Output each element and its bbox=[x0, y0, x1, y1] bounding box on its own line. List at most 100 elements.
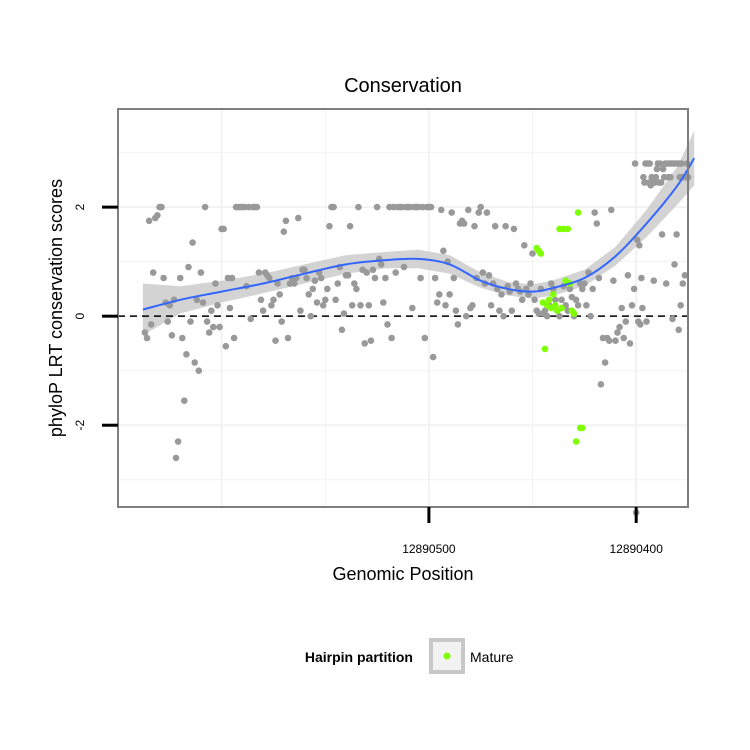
data-point bbox=[589, 285, 596, 293]
data-point bbox=[543, 312, 551, 320]
data-point bbox=[525, 291, 532, 298]
data-point bbox=[282, 217, 290, 225]
data-point bbox=[587, 312, 594, 320]
legend-label-mature: Mature bbox=[470, 649, 514, 665]
data-point bbox=[547, 280, 555, 287]
data-point bbox=[210, 323, 217, 331]
data-point bbox=[272, 337, 279, 345]
data-point bbox=[601, 359, 609, 366]
data-point bbox=[498, 291, 505, 298]
data-point bbox=[290, 280, 298, 287]
data-point bbox=[491, 222, 499, 230]
y-axis: -2 0 2 bbox=[73, 203, 118, 431]
data-point bbox=[388, 334, 395, 342]
data-point bbox=[477, 203, 485, 211]
data-point-mature bbox=[570, 310, 578, 317]
data-point bbox=[326, 222, 333, 230]
data-point bbox=[332, 296, 339, 304]
data-point bbox=[462, 312, 470, 320]
data-point bbox=[518, 296, 526, 304]
data-point bbox=[400, 263, 408, 271]
data-point bbox=[353, 285, 360, 293]
data-point bbox=[605, 337, 613, 345]
data-point-mature bbox=[558, 304, 565, 312]
data-point bbox=[527, 280, 534, 287]
data-point bbox=[301, 266, 308, 274]
data-point bbox=[174, 438, 182, 445]
data-point bbox=[228, 274, 236, 282]
data-point bbox=[622, 318, 630, 325]
data-point bbox=[340, 310, 348, 317]
data-point bbox=[266, 274, 273, 282]
data-point bbox=[183, 351, 190, 358]
data-point-mature bbox=[552, 302, 559, 309]
data-point bbox=[313, 299, 321, 306]
data-point bbox=[168, 332, 176, 339]
data-point bbox=[160, 274, 167, 282]
data-point bbox=[185, 263, 192, 271]
data-point bbox=[500, 312, 507, 320]
data-point bbox=[176, 274, 184, 282]
data-point-mature bbox=[541, 345, 549, 353]
data-point bbox=[278, 318, 286, 325]
x-tick-label: 12890400 bbox=[609, 542, 663, 556]
data-point bbox=[203, 318, 211, 325]
data-point bbox=[529, 250, 536, 257]
data-point bbox=[309, 285, 317, 293]
panel-border bbox=[117, 108, 689, 508]
data-point bbox=[643, 318, 650, 325]
data-point bbox=[363, 269, 371, 276]
data-point bbox=[675, 326, 682, 334]
data-point bbox=[669, 315, 676, 323]
data-point bbox=[409, 304, 416, 312]
data-point-mature bbox=[572, 438, 580, 445]
data-point bbox=[671, 261, 678, 268]
data-point bbox=[591, 209, 598, 216]
data-point bbox=[357, 302, 364, 309]
data-point bbox=[255, 269, 263, 276]
data-point bbox=[636, 242, 643, 249]
data-point bbox=[201, 203, 209, 211]
data-point bbox=[487, 302, 495, 309]
data-point bbox=[653, 165, 661, 173]
data-point bbox=[448, 209, 456, 216]
data-point bbox=[483, 209, 491, 216]
data-point bbox=[384, 321, 391, 328]
data-point bbox=[496, 307, 503, 315]
data-point bbox=[654, 160, 662, 167]
data-point bbox=[421, 334, 429, 342]
data-point bbox=[369, 266, 377, 274]
data-point bbox=[330, 203, 337, 211]
data-point bbox=[322, 296, 329, 304]
x-tick-label: 12890500 bbox=[402, 542, 456, 556]
data-point bbox=[280, 228, 288, 235]
data-point bbox=[230, 334, 238, 342]
data-point bbox=[657, 179, 665, 186]
data-point bbox=[541, 307, 549, 315]
data-point bbox=[433, 299, 441, 306]
data-point bbox=[593, 220, 601, 227]
data-point bbox=[630, 285, 638, 293]
data-point bbox=[660, 173, 668, 181]
data-point bbox=[450, 274, 458, 282]
data-point bbox=[346, 222, 354, 230]
data-point bbox=[351, 280, 358, 287]
data-point bbox=[610, 277, 617, 285]
data-point bbox=[247, 315, 254, 323]
data-point bbox=[417, 274, 424, 282]
data-point bbox=[187, 318, 194, 325]
data-point bbox=[145, 217, 153, 225]
y-tick-label: -2 bbox=[73, 420, 87, 431]
data-point bbox=[216, 323, 223, 331]
data-point bbox=[344, 272, 352, 279]
data-point bbox=[650, 277, 658, 285]
data-point bbox=[220, 225, 227, 233]
data-point bbox=[642, 160, 649, 167]
data-point bbox=[521, 242, 528, 249]
data-point bbox=[222, 342, 230, 350]
data-point bbox=[164, 318, 171, 325]
data-point bbox=[620, 334, 627, 342]
data-point bbox=[679, 280, 687, 287]
data-point bbox=[147, 321, 155, 328]
